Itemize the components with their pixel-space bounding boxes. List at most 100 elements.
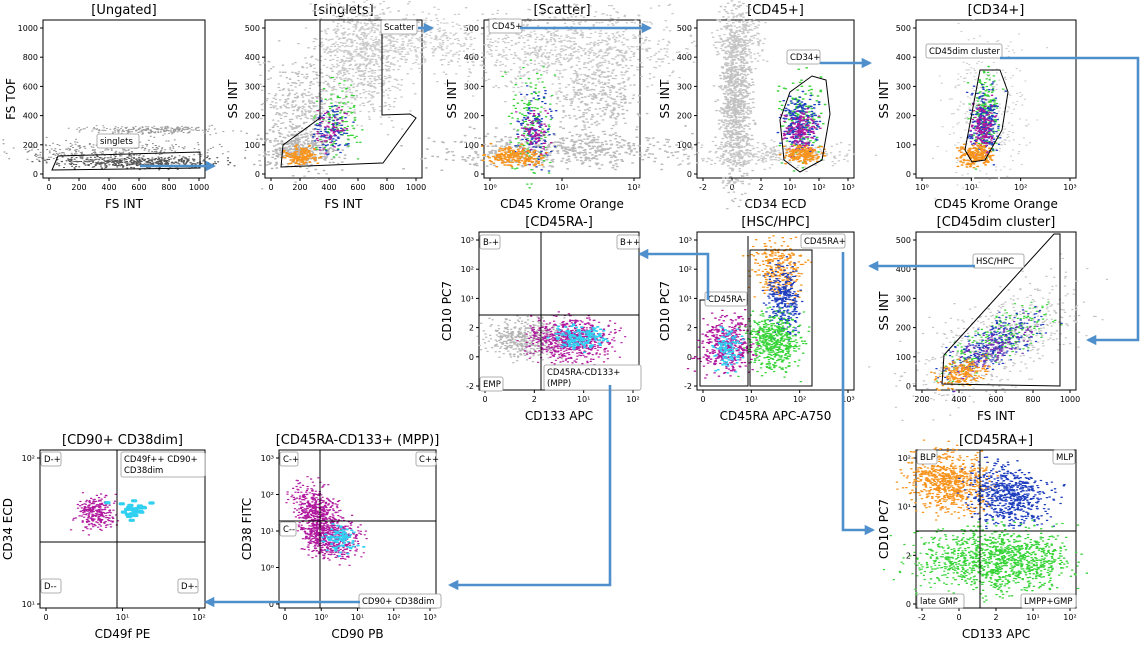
gate-label-box[interactable]: [704, 291, 748, 307]
gate-label-box[interactable]: [415, 451, 437, 467]
plot-scatter: [Scatter] CD45 Krome Orange SS INT 10⁰ 10¹ 10…: [400, 3, 740, 211]
y-tick-label: 200: [464, 112, 479, 121]
cd45ra-pos-gate[interactable]: [749, 249, 813, 387]
gate-label-box[interactable]: [925, 43, 1003, 59]
x-tick-label: 200: [914, 395, 929, 404]
hsc-hpc-gate[interactable]: [941, 233, 1061, 387]
gate-label-box[interactable]: [800, 233, 846, 249]
event-dots: [67, 124, 243, 136]
y-tick-label: 10³: [461, 236, 474, 245]
y-tick-label: 100: [464, 141, 479, 150]
gate-label-box[interactable]: [96, 133, 140, 149]
plot-title: [CD34+]: [968, 3, 1025, 18]
scatter-gate[interactable]: [280, 19, 417, 168]
gate-label-box[interactable]: [488, 18, 523, 34]
x-tick-label: 2: [993, 613, 998, 622]
x-axis-label: CD133 APC: [962, 627, 1030, 641]
arrow-cd45raneg-to-cd45raneg-plot: [637, 248, 710, 300]
y-tick-label: 10²: [898, 454, 911, 463]
gate-label-box[interactable]: [40, 451, 62, 467]
gate-label-box[interactable]: [120, 451, 206, 478]
x-tick-label: 400: [951, 395, 966, 404]
x-tick-label: 200: [292, 183, 307, 192]
event-dots: [257, 37, 352, 190]
y-tick-label: 300: [464, 82, 479, 91]
event-dots: [321, 523, 366, 557]
gate-label: late GMP: [920, 597, 958, 607]
x-tick-label: 1000: [189, 183, 209, 192]
gate-label: C--: [283, 525, 295, 535]
gate-label-box[interactable]: [479, 234, 501, 250]
gate-label-box[interactable]: [616, 234, 640, 250]
y-tick-label: 2: [469, 324, 474, 333]
event-dots: [281, 144, 323, 166]
cd45dim-gate[interactable]: [964, 69, 1009, 163]
x-axis-label: CD90 PB: [331, 627, 383, 641]
event-dots: [895, 439, 1000, 527]
plot-title: [Ungated]: [91, 3, 156, 18]
y-tick-label: 200: [896, 112, 911, 121]
y-tick-label: 200: [677, 112, 692, 121]
gate-label: CD90+ CD38dim: [362, 597, 434, 607]
singlets-gate[interactable]: [51, 151, 201, 171]
gate-label-box[interactable]: [279, 451, 299, 467]
plot-title: [CD45RA+]: [959, 433, 1033, 448]
gate-label-box[interactable]: [177, 578, 199, 594]
gate-label: D+-: [181, 582, 198, 592]
x-tick-label: 0: [46, 183, 51, 192]
x-axis-label: FS INT: [977, 409, 1016, 423]
event-dots: [925, 518, 1089, 603]
gate-label-box[interactable]: [972, 253, 1025, 269]
x-tick-label: 0: [482, 395, 487, 404]
gate-label: CD45RA-: [708, 295, 746, 305]
gate-label: CD34+: [790, 53, 820, 63]
y-tick-label: 500: [896, 236, 911, 245]
y-tick-label: 10³: [261, 454, 274, 463]
y-tick-label: 500: [464, 24, 479, 33]
y-tick-label: 0: [906, 170, 911, 179]
x-tick-label: 10³: [841, 183, 854, 192]
y-axis-label: CD10 PC7: [440, 281, 454, 341]
y-axis-label: CD10 PC7: [658, 281, 672, 341]
y-tick-label: -2: [466, 382, 474, 391]
cd34pos-gate[interactable]: [779, 75, 831, 173]
gate-label: CD49f++ CD90+ CD38dim: [124, 455, 198, 476]
y-tick-label: 200: [245, 112, 260, 121]
x-tick-label: 10¹: [351, 613, 364, 622]
x-tick-label: 10²: [387, 613, 400, 622]
plot-title: [HSC/HPC]: [741, 215, 809, 230]
gate-label: CD45dim cluster: [929, 47, 1000, 57]
gate-label-box[interactable]: [543, 364, 642, 391]
gate-label-box[interactable]: [1020, 593, 1077, 609]
x-tick-label: 0: [282, 613, 287, 622]
gate-label-box[interactable]: [786, 49, 821, 65]
x-tick-label: 600: [988, 395, 1003, 404]
x-tick-label: 10⁰: [315, 613, 328, 622]
x-tick-label: 10²: [1014, 183, 1027, 192]
x-tick-label: 10¹: [1026, 613, 1039, 622]
gate-label-box[interactable]: [40, 578, 62, 594]
event-dots: [761, 256, 804, 341]
gate-label-box[interactable]: [1052, 449, 1076, 465]
x-axis-label: FS INT: [105, 197, 144, 211]
y-tick-label: -2: [684, 382, 692, 391]
y-tick-label: 300: [245, 82, 260, 91]
gate-label-box[interactable]: [479, 376, 504, 392]
x-axis-label: CD34 ECD: [745, 197, 807, 211]
y-tick-label: 0: [687, 353, 692, 362]
arrow-cd45rapos-to-cd45rapos-plot: [841, 252, 876, 536]
gate-label-box[interactable]: [279, 521, 297, 537]
gate-label-box[interactable]: [916, 449, 938, 465]
y-tick-label: 200: [23, 141, 38, 150]
y-tick-label: 10¹: [461, 294, 474, 303]
y-tick-label: 500: [896, 24, 911, 33]
x-tick-label: 400: [101, 183, 116, 192]
y-tick-label: 800: [23, 53, 38, 62]
gate-label-box[interactable]: [380, 19, 418, 35]
gate-label-box[interactable]: [916, 593, 965, 609]
event-dots: [546, 323, 610, 354]
y-tick-label: 10¹: [679, 294, 692, 303]
gate-label: MLP: [1056, 453, 1073, 463]
event-dots: [301, 0, 420, 136]
